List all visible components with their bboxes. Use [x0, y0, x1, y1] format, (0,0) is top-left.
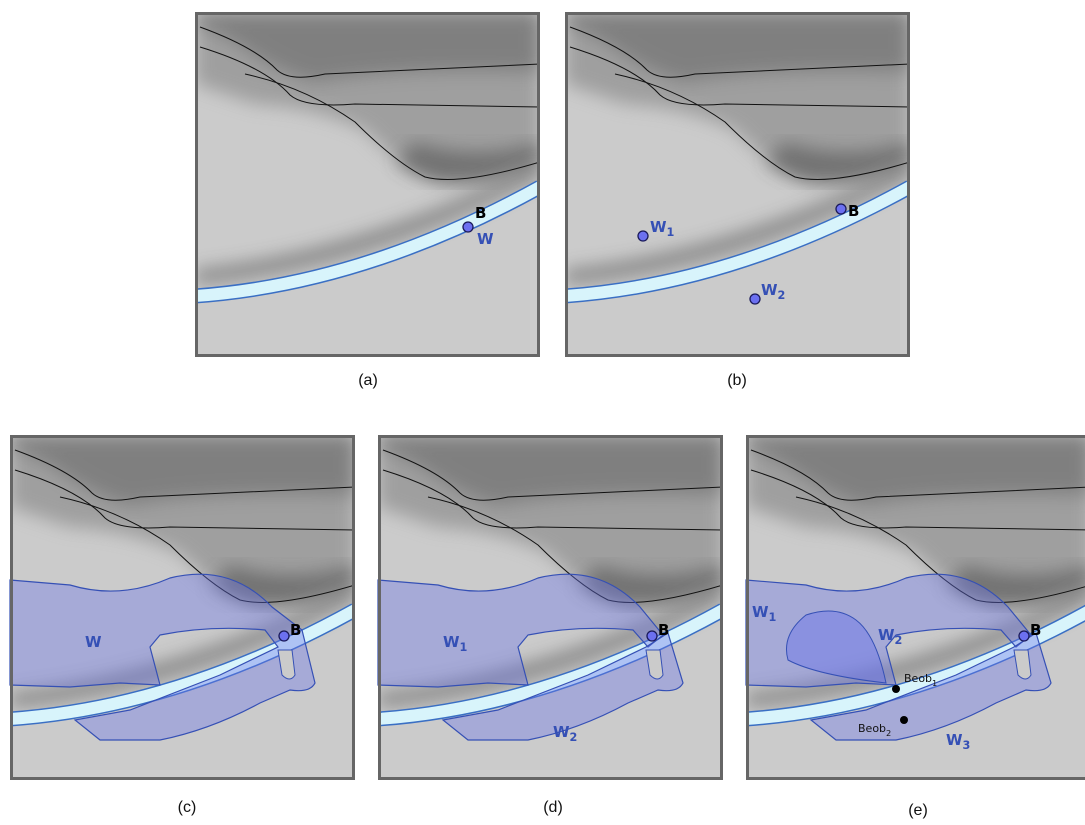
location-marker: [1019, 631, 1029, 641]
label-subscript: 1: [769, 611, 777, 624]
location-marker: [279, 631, 289, 641]
region-label: B: [475, 204, 486, 222]
observation-marker: [892, 685, 900, 693]
label-text: W: [650, 218, 667, 236]
panel-caption: (c): [178, 799, 197, 816]
label-text: B: [1030, 621, 1041, 639]
label-subscript: 2: [570, 731, 578, 744]
label-text: W: [553, 723, 570, 741]
region-label: B: [658, 621, 669, 639]
region-label: W: [85, 633, 102, 651]
label-subscript: 3: [963, 739, 971, 752]
panel-a: BW: [195, 12, 540, 357]
label-text: Beob: [858, 722, 886, 735]
label-subscript: 1: [460, 641, 468, 654]
panel-caption: (a): [358, 372, 378, 389]
label-text: W: [752, 603, 769, 621]
panel-caption: (b): [727, 372, 747, 389]
label-text: Beob: [904, 672, 932, 685]
observation-marker: [900, 716, 908, 724]
location-marker: [836, 204, 846, 214]
region-label: B: [290, 621, 301, 639]
label-text: W: [946, 731, 963, 749]
label-text: B: [475, 204, 486, 222]
label-text: B: [848, 202, 859, 220]
label-subscript: 2: [778, 289, 786, 302]
label-subscript: 1: [667, 226, 675, 239]
label-text: B: [290, 621, 301, 639]
label-text: W: [761, 281, 778, 299]
location-marker: [638, 231, 648, 241]
label-text: B: [658, 621, 669, 639]
label-text: W: [878, 626, 895, 644]
label-subscript: 1: [932, 678, 937, 688]
location-marker: [750, 294, 760, 304]
region-label: B: [848, 202, 859, 220]
location-marker: [463, 222, 473, 232]
label-text: W: [477, 230, 494, 248]
panel-caption: (d): [543, 799, 563, 816]
label-text: W: [443, 633, 460, 651]
region-label: W: [477, 230, 494, 248]
figure: BW BW1W2 WB W1W2B W1W2W3BBeob1Beob2 (a)(…: [0, 0, 1085, 825]
panel-caption: (e): [908, 802, 928, 819]
panel-c: WB: [10, 435, 355, 780]
label-subscript: 2: [886, 728, 891, 738]
label-subscript: 2: [895, 634, 903, 647]
region-label: B: [1030, 621, 1041, 639]
location-marker: [647, 631, 657, 641]
label-text: W: [85, 633, 102, 651]
